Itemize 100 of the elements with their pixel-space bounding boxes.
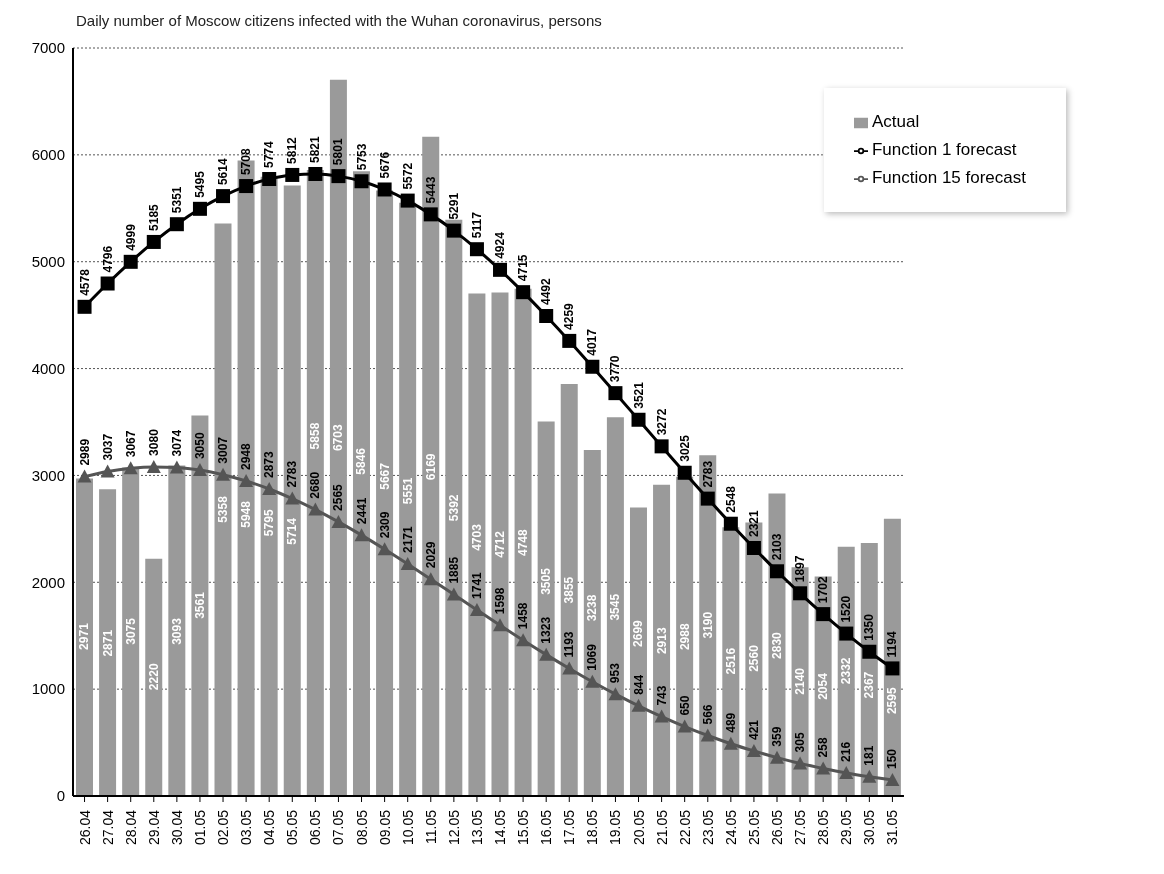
point [216,467,231,481]
data-label: 1323 [539,616,554,644]
data-label: 2516 [723,647,738,675]
x-tick-label: 12.05 [445,809,462,846]
data-label: 489 [723,712,738,733]
bar [491,292,509,796]
legend-label: Function 15 forecast [871,168,1026,187]
x-tick-label: 14.05 [492,809,509,846]
bar [168,465,186,796]
bar [606,417,624,796]
bar [560,384,578,796]
y-tick-label: 2000 [31,573,65,591]
point [746,540,761,555]
data-label: 1598 [493,587,508,615]
data-label: 1520 [839,595,854,623]
point [169,460,184,474]
point [77,469,92,483]
data-label: 1194 [885,631,900,658]
data-label: 6169 [423,453,438,481]
data-label: 2830 [769,631,784,659]
x-tick-label: 09.05 [376,809,393,846]
point [146,234,161,249]
point [585,359,600,374]
data-label: 2548 [723,485,738,513]
data-label: 181 [862,745,877,766]
point [469,602,484,616]
point [770,564,785,579]
data-label: 5495 [192,170,207,198]
data-label: 2680 [308,471,323,499]
point [308,502,323,516]
x-tick-label: 23.05 [699,809,716,846]
x-tick-label: 02.05 [215,809,232,846]
bar [399,202,417,796]
data-label: 566 [700,704,715,725]
data-label: 5753 [354,143,369,171]
data-label: 3037 [100,433,115,461]
data-label: 3521 [631,381,646,409]
data-label: 1193 [562,631,577,658]
point [885,661,900,676]
point [285,167,300,182]
x-tick-label: 20.05 [630,809,647,846]
x-tick-label: 27.05 [792,809,809,846]
point [216,189,231,204]
x-tick-label: 29.05 [838,809,855,846]
data-label: 2971 [77,622,92,650]
point [608,687,623,701]
x-tick-label: 04.05 [261,809,278,846]
x-tick-label: 10.05 [399,809,416,846]
bar [468,293,486,796]
data-label: 2171 [400,525,415,554]
data-label: 3075 [123,617,138,645]
bar [422,136,440,796]
point [585,674,600,688]
point [562,661,577,675]
y-tick-label: 6000 [31,146,65,164]
data-label: 844 [631,674,646,695]
x-tick-label: 03.05 [238,809,255,846]
point [862,644,877,659]
x-tick-label: 30.05 [861,809,878,846]
x-tick-label: 26.04 [76,809,93,846]
data-label: 2029 [423,541,438,569]
x-tick-label: 27.04 [99,809,116,846]
data-label: 6703 [331,424,346,452]
data-label: 5358 [215,495,230,523]
data-label: 2560 [746,644,761,672]
bar [306,170,324,796]
data-label: 5117 [469,211,484,239]
data-label: 5846 [354,447,369,475]
data-label: 2565 [331,483,346,511]
data-label: 1458 [516,602,531,630]
bar [329,79,347,796]
bar [76,478,93,796]
data-label: 3007 [216,436,231,464]
point [677,719,692,733]
data-label: 5572 [400,162,415,190]
chart-title: Daily number of Moscow citizens infected with the Wuhan coronavirus, persons [76,12,602,29]
data-label: 216 [839,741,854,762]
point [123,461,138,475]
data-label: 5351 [169,186,184,214]
point [723,736,738,750]
data-label: 5714 [285,517,300,545]
point [377,542,392,556]
bar [676,476,694,796]
x-tick-label: 07.05 [330,809,347,846]
point [100,464,115,478]
point [793,586,808,601]
data-label: 1702 [816,576,831,604]
bar [214,223,232,796]
data-label: 4259 [562,302,577,330]
data-label: 5185 [146,203,161,231]
legend-label: Function 1 forecast [871,140,1017,159]
bar [722,527,740,796]
y-tick-label: 1000 [31,680,65,698]
data-label: 3025 [677,434,692,462]
data-label: 2441 [354,497,369,525]
bar [99,489,117,796]
point [423,572,438,586]
x-tick-label: 06.05 [307,809,324,846]
data-label: 4703 [469,523,484,551]
data-label: 5774 [262,140,277,169]
